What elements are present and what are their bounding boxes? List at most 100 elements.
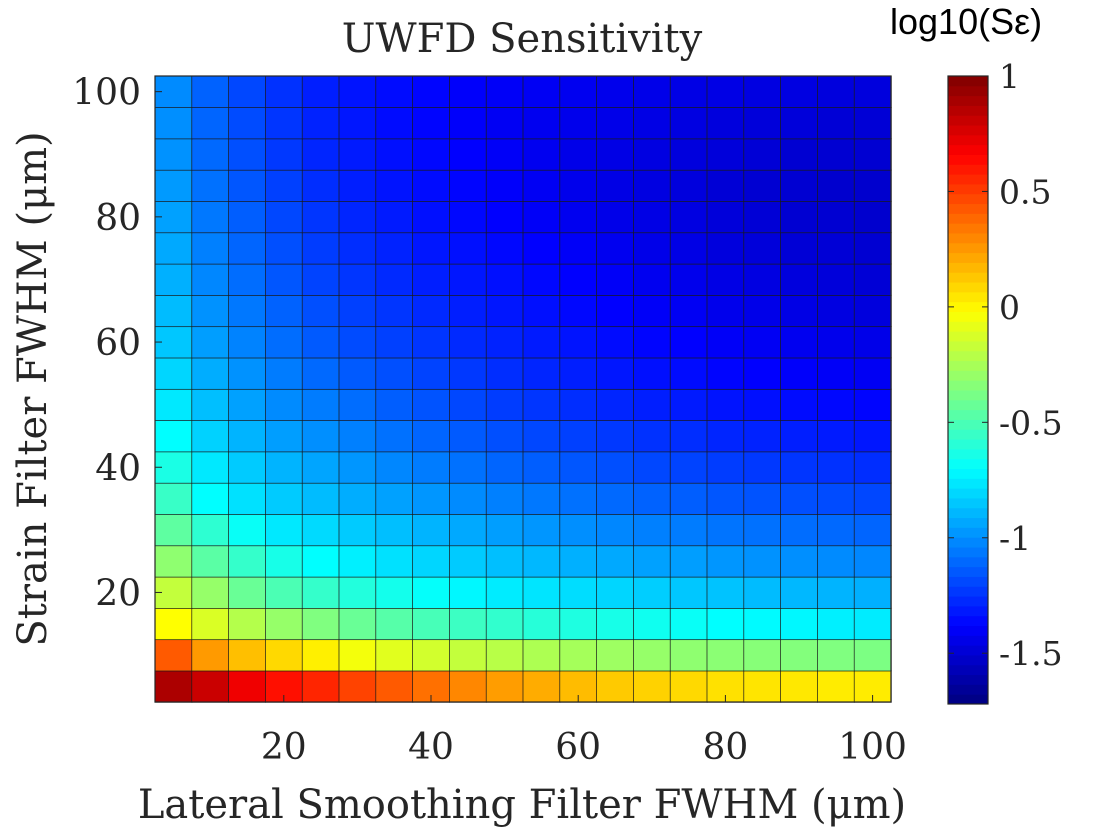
colorbar-frame bbox=[947, 75, 989, 705]
heatmap-cell bbox=[853, 451, 892, 484]
heatmap-cell bbox=[853, 513, 892, 547]
heatmap-cell bbox=[706, 576, 745, 609]
heatmap-cell bbox=[522, 419, 561, 453]
heatmap-cell bbox=[559, 263, 598, 296]
heatmap-cell bbox=[780, 388, 819, 421]
heatmap-cell bbox=[706, 106, 745, 140]
colorbar-strip bbox=[948, 605, 988, 617]
heatmap-cell bbox=[449, 138, 487, 171]
heatmap-cell bbox=[559, 106, 598, 140]
heatmap-cell bbox=[485, 169, 524, 202]
heatmap-cell bbox=[559, 326, 598, 359]
colorbar-strip bbox=[948, 390, 988, 401]
heatmap-cell bbox=[633, 138, 671, 171]
heatmap-cell bbox=[706, 482, 745, 515]
heatmap-cell bbox=[706, 419, 745, 453]
heatmap-cell bbox=[596, 513, 635, 547]
x-axis-ticks: 20 40 60 80 100 bbox=[261, 695, 907, 768]
heatmap-cell bbox=[228, 169, 267, 202]
colorbar-strip bbox=[948, 105, 988, 116]
heatmap-cell bbox=[669, 451, 708, 484]
heatmap-cell bbox=[154, 169, 193, 202]
heatmap-cell bbox=[375, 263, 414, 296]
heatmap-cell bbox=[817, 451, 855, 484]
heatmap-cell bbox=[669, 263, 708, 296]
heatmap-cell bbox=[191, 200, 230, 234]
heatmap-cell bbox=[228, 451, 267, 484]
heatmap-cell bbox=[817, 482, 855, 515]
colorbar-strip bbox=[948, 193, 988, 205]
heatmap-cell bbox=[301, 670, 340, 703]
colorbar-strip bbox=[948, 85, 988, 97]
heatmap-cell bbox=[228, 419, 267, 453]
heatmap-cell bbox=[596, 451, 635, 484]
colorbar-strip bbox=[948, 242, 988, 254]
heatmap-cell bbox=[485, 263, 524, 296]
heatmap-cell bbox=[301, 326, 340, 359]
heatmap-cell bbox=[559, 451, 598, 484]
heatmap-cell bbox=[780, 263, 819, 296]
heatmap-cell bbox=[338, 263, 377, 296]
heatmap-cell bbox=[485, 482, 524, 515]
heatmap-cell bbox=[375, 545, 414, 578]
heatmap-cell bbox=[780, 106, 819, 140]
heatmap-cell bbox=[706, 232, 745, 265]
heatmap-cell bbox=[522, 576, 561, 609]
heatmap-cell bbox=[265, 513, 303, 547]
heatmap-cell bbox=[522, 451, 561, 484]
heatmap-cell bbox=[596, 576, 635, 609]
heatmap-cell bbox=[228, 263, 267, 296]
heatmap-cell bbox=[817, 263, 855, 296]
heatmap-cell bbox=[853, 138, 892, 171]
heatmap-cell bbox=[338, 482, 377, 515]
heatmap-cell bbox=[412, 482, 451, 515]
heatmap-cell bbox=[301, 576, 340, 609]
heatmap-cell bbox=[853, 106, 892, 140]
heatmap-cell bbox=[301, 263, 340, 296]
heatmap-cell bbox=[375, 513, 414, 547]
heatmap-cell bbox=[522, 545, 561, 578]
heatmap-cell bbox=[522, 294, 561, 328]
heatmap-cell bbox=[154, 545, 193, 578]
heatmap-cell bbox=[559, 388, 598, 421]
heatmap-cell bbox=[743, 138, 782, 171]
heatmap-cell bbox=[191, 451, 230, 484]
heatmap-cell bbox=[449, 607, 487, 641]
heatmap-cell bbox=[412, 294, 451, 328]
heatmap-cell bbox=[633, 388, 671, 421]
heatmap-cell bbox=[706, 545, 745, 578]
heatmap-cell bbox=[412, 232, 451, 265]
heatmap-cell bbox=[485, 576, 524, 609]
colorbar-strip bbox=[948, 507, 988, 519]
colorbar-strip bbox=[948, 76, 988, 87]
heatmap-cell bbox=[265, 357, 303, 390]
heatmap-cell bbox=[817, 326, 855, 359]
heatmap-cell bbox=[706, 357, 745, 390]
heatmap-cell bbox=[191, 294, 230, 328]
heatmap-cell bbox=[522, 607, 561, 641]
colorbar-strip bbox=[948, 203, 988, 214]
heatmap-cell bbox=[301, 106, 340, 140]
heatmap-cell bbox=[412, 607, 451, 641]
heatmap-cell bbox=[780, 169, 819, 202]
heatmap-cell bbox=[743, 482, 782, 515]
colorbar-strip bbox=[948, 183, 988, 195]
colorbar-tick-label: -1 bbox=[999, 519, 1031, 558]
colorbar-strip bbox=[948, 566, 988, 577]
heatmap-cell bbox=[633, 639, 671, 672]
heatmap-cell bbox=[633, 263, 671, 296]
colorbar-strip bbox=[948, 399, 988, 411]
heatmap-cell bbox=[485, 200, 524, 234]
heatmap-cell bbox=[191, 482, 230, 515]
heatmap-cell bbox=[522, 138, 561, 171]
colorbar-strip bbox=[948, 458, 988, 469]
colorbar-strip bbox=[948, 429, 988, 440]
heatmap-cell bbox=[669, 138, 708, 171]
colorbar-strip bbox=[948, 439, 988, 450]
heatmap-cell bbox=[853, 326, 892, 359]
heatmap-cell bbox=[338, 357, 377, 390]
heatmap-cell bbox=[412, 357, 451, 390]
heatmap-cell bbox=[706, 75, 745, 108]
heatmap-cell bbox=[596, 294, 635, 328]
heatmap-cell bbox=[669, 513, 708, 547]
